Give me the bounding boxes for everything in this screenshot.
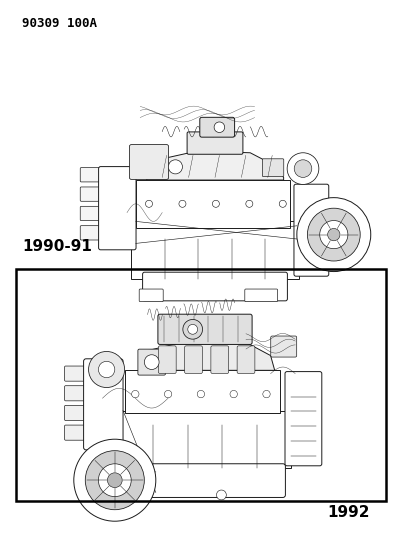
FancyBboxPatch shape: [80, 206, 103, 221]
Circle shape: [131, 390, 139, 398]
FancyBboxPatch shape: [65, 366, 89, 381]
FancyBboxPatch shape: [184, 346, 202, 374]
FancyBboxPatch shape: [80, 167, 103, 182]
FancyBboxPatch shape: [270, 336, 296, 357]
FancyBboxPatch shape: [237, 346, 254, 374]
Circle shape: [212, 200, 219, 207]
FancyBboxPatch shape: [284, 372, 321, 466]
FancyBboxPatch shape: [138, 349, 165, 375]
FancyBboxPatch shape: [262, 159, 283, 176]
FancyBboxPatch shape: [142, 272, 287, 301]
Circle shape: [214, 122, 224, 133]
FancyBboxPatch shape: [293, 184, 328, 276]
Circle shape: [145, 200, 152, 207]
Circle shape: [98, 464, 131, 497]
FancyBboxPatch shape: [80, 225, 103, 240]
Text: 1992: 1992: [326, 505, 369, 520]
FancyBboxPatch shape: [65, 406, 89, 421]
Circle shape: [107, 473, 122, 488]
FancyBboxPatch shape: [65, 425, 89, 440]
Circle shape: [296, 198, 370, 271]
Circle shape: [98, 361, 115, 378]
FancyBboxPatch shape: [139, 289, 163, 302]
Circle shape: [319, 221, 347, 249]
FancyBboxPatch shape: [244, 289, 277, 302]
Circle shape: [168, 160, 182, 174]
FancyBboxPatch shape: [83, 359, 123, 450]
Circle shape: [85, 451, 144, 510]
Circle shape: [327, 229, 339, 241]
Circle shape: [262, 390, 269, 398]
Circle shape: [178, 200, 186, 207]
Circle shape: [144, 355, 159, 369]
Polygon shape: [146, 151, 283, 180]
Circle shape: [197, 390, 204, 398]
Circle shape: [245, 200, 252, 207]
Circle shape: [88, 351, 124, 387]
Polygon shape: [139, 341, 274, 370]
FancyBboxPatch shape: [158, 346, 176, 374]
FancyBboxPatch shape: [199, 117, 234, 137]
Bar: [16, 269, 385, 501]
Bar: [119, 410, 290, 468]
FancyBboxPatch shape: [211, 346, 228, 374]
Circle shape: [229, 390, 237, 398]
Circle shape: [74, 439, 156, 521]
Circle shape: [187, 325, 197, 334]
Circle shape: [182, 319, 202, 339]
Circle shape: [286, 153, 318, 184]
Bar: [124, 370, 280, 413]
Circle shape: [307, 208, 359, 261]
FancyBboxPatch shape: [158, 314, 251, 344]
Circle shape: [294, 160, 311, 177]
Circle shape: [216, 490, 226, 500]
Text: 90309 100A: 90309 100A: [22, 17, 97, 30]
FancyBboxPatch shape: [80, 187, 103, 201]
Text: 1990-91: 1990-91: [22, 239, 92, 254]
FancyBboxPatch shape: [98, 167, 136, 250]
FancyBboxPatch shape: [129, 144, 168, 180]
FancyBboxPatch shape: [186, 132, 242, 154]
FancyBboxPatch shape: [128, 464, 285, 497]
FancyBboxPatch shape: [65, 386, 89, 401]
Circle shape: [164, 390, 171, 398]
Bar: [131, 221, 298, 279]
Bar: [136, 180, 289, 229]
Circle shape: [279, 200, 286, 207]
